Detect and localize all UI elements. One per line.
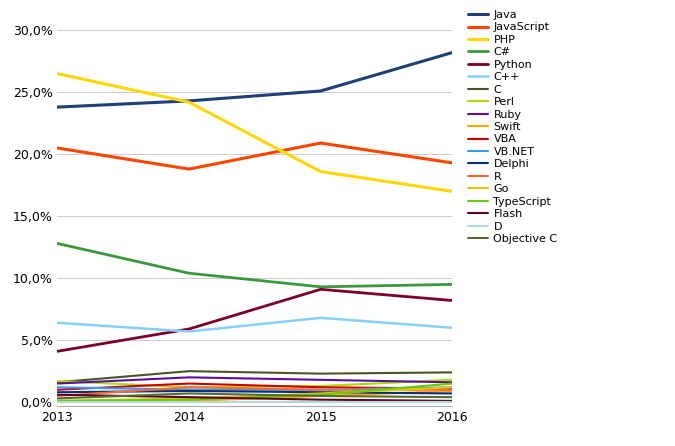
C xyxy=(448,370,456,375)
VB.NET xyxy=(317,387,325,392)
Line: Python: Python xyxy=(57,289,452,351)
Line: C++: C++ xyxy=(57,318,452,331)
Flash xyxy=(53,392,61,397)
Objective C xyxy=(185,391,193,396)
R xyxy=(53,393,61,399)
D xyxy=(448,399,456,404)
R xyxy=(185,384,193,390)
Python xyxy=(185,326,193,332)
Line: VB.NET: VB.NET xyxy=(57,387,452,390)
PHP xyxy=(185,99,193,105)
C# xyxy=(185,271,193,276)
C# xyxy=(448,282,456,287)
JavaScript xyxy=(53,145,61,151)
Line: Flash: Flash xyxy=(57,395,452,401)
Line: Objective C: Objective C xyxy=(57,393,452,398)
Flash xyxy=(448,398,456,404)
C++ xyxy=(448,325,456,330)
VB.NET xyxy=(185,387,193,392)
Line: C#: C# xyxy=(57,244,452,287)
Line: C: C xyxy=(57,371,452,382)
Line: Go: Go xyxy=(57,387,452,401)
Ruby xyxy=(185,375,193,380)
R xyxy=(448,387,456,392)
Swift xyxy=(185,398,193,404)
Ruby xyxy=(448,380,456,385)
Ruby xyxy=(53,381,61,386)
Java xyxy=(317,88,325,94)
VBA xyxy=(448,386,456,391)
Go xyxy=(448,384,456,390)
Line: PHP: PHP xyxy=(57,74,452,191)
Line: Swift: Swift xyxy=(57,391,452,401)
Python xyxy=(53,349,61,354)
JavaScript xyxy=(185,166,193,172)
Flash xyxy=(317,397,325,402)
VBA xyxy=(53,387,61,392)
Line: Perl: Perl xyxy=(57,380,452,387)
Line: Delphi: Delphi xyxy=(57,391,452,393)
VBA xyxy=(317,384,325,390)
TypeScript xyxy=(185,397,193,402)
VB.NET xyxy=(53,384,61,390)
Swift xyxy=(448,388,456,394)
VBA xyxy=(185,381,193,386)
Java xyxy=(448,50,456,55)
JavaScript xyxy=(448,160,456,165)
Objective C xyxy=(53,396,61,401)
JavaScript xyxy=(317,140,325,146)
Line: Ruby: Ruby xyxy=(57,377,452,384)
PHP xyxy=(53,71,61,76)
Java xyxy=(53,104,61,110)
Python xyxy=(317,287,325,292)
C# xyxy=(317,284,325,289)
Perl xyxy=(53,378,61,384)
Perl xyxy=(185,384,193,390)
C xyxy=(185,368,193,374)
Ruby xyxy=(317,377,325,383)
Line: VBA: VBA xyxy=(57,384,452,390)
D xyxy=(185,399,193,404)
Perl xyxy=(317,384,325,389)
C++ xyxy=(317,315,325,321)
TypeScript xyxy=(53,398,61,404)
Line: TypeScript: TypeScript xyxy=(57,384,452,401)
PHP xyxy=(448,189,456,194)
Perl xyxy=(448,377,456,383)
Legend: Java, JavaScript, PHP, C#, Python, C++, C, Perl, Ruby, Swift, VBA, VB.NET, Delph: Java, JavaScript, PHP, C#, Python, C++, … xyxy=(468,10,558,244)
TypeScript xyxy=(317,392,325,397)
D xyxy=(53,399,61,404)
Java xyxy=(185,98,193,103)
PHP xyxy=(317,169,325,174)
Line: R: R xyxy=(57,387,452,396)
Delphi xyxy=(53,389,61,395)
Line: JavaScript: JavaScript xyxy=(57,143,452,169)
D xyxy=(317,399,325,404)
R xyxy=(317,387,325,392)
Go xyxy=(53,398,61,404)
C xyxy=(317,371,325,376)
Go xyxy=(317,391,325,396)
VB.NET xyxy=(448,384,456,390)
Objective C xyxy=(448,395,456,400)
Delphi xyxy=(317,389,325,395)
Delphi xyxy=(185,388,193,394)
Objective C xyxy=(317,393,325,399)
C++ xyxy=(185,329,193,334)
Flash xyxy=(185,395,193,400)
Swift xyxy=(53,399,61,404)
C++ xyxy=(53,320,61,326)
TypeScript xyxy=(448,381,456,386)
Delphi xyxy=(448,391,456,396)
Python xyxy=(448,298,456,303)
Swift xyxy=(317,393,325,399)
Line: Java: Java xyxy=(57,53,452,107)
C# xyxy=(53,241,61,246)
Go xyxy=(185,396,193,401)
C xyxy=(53,380,61,385)
